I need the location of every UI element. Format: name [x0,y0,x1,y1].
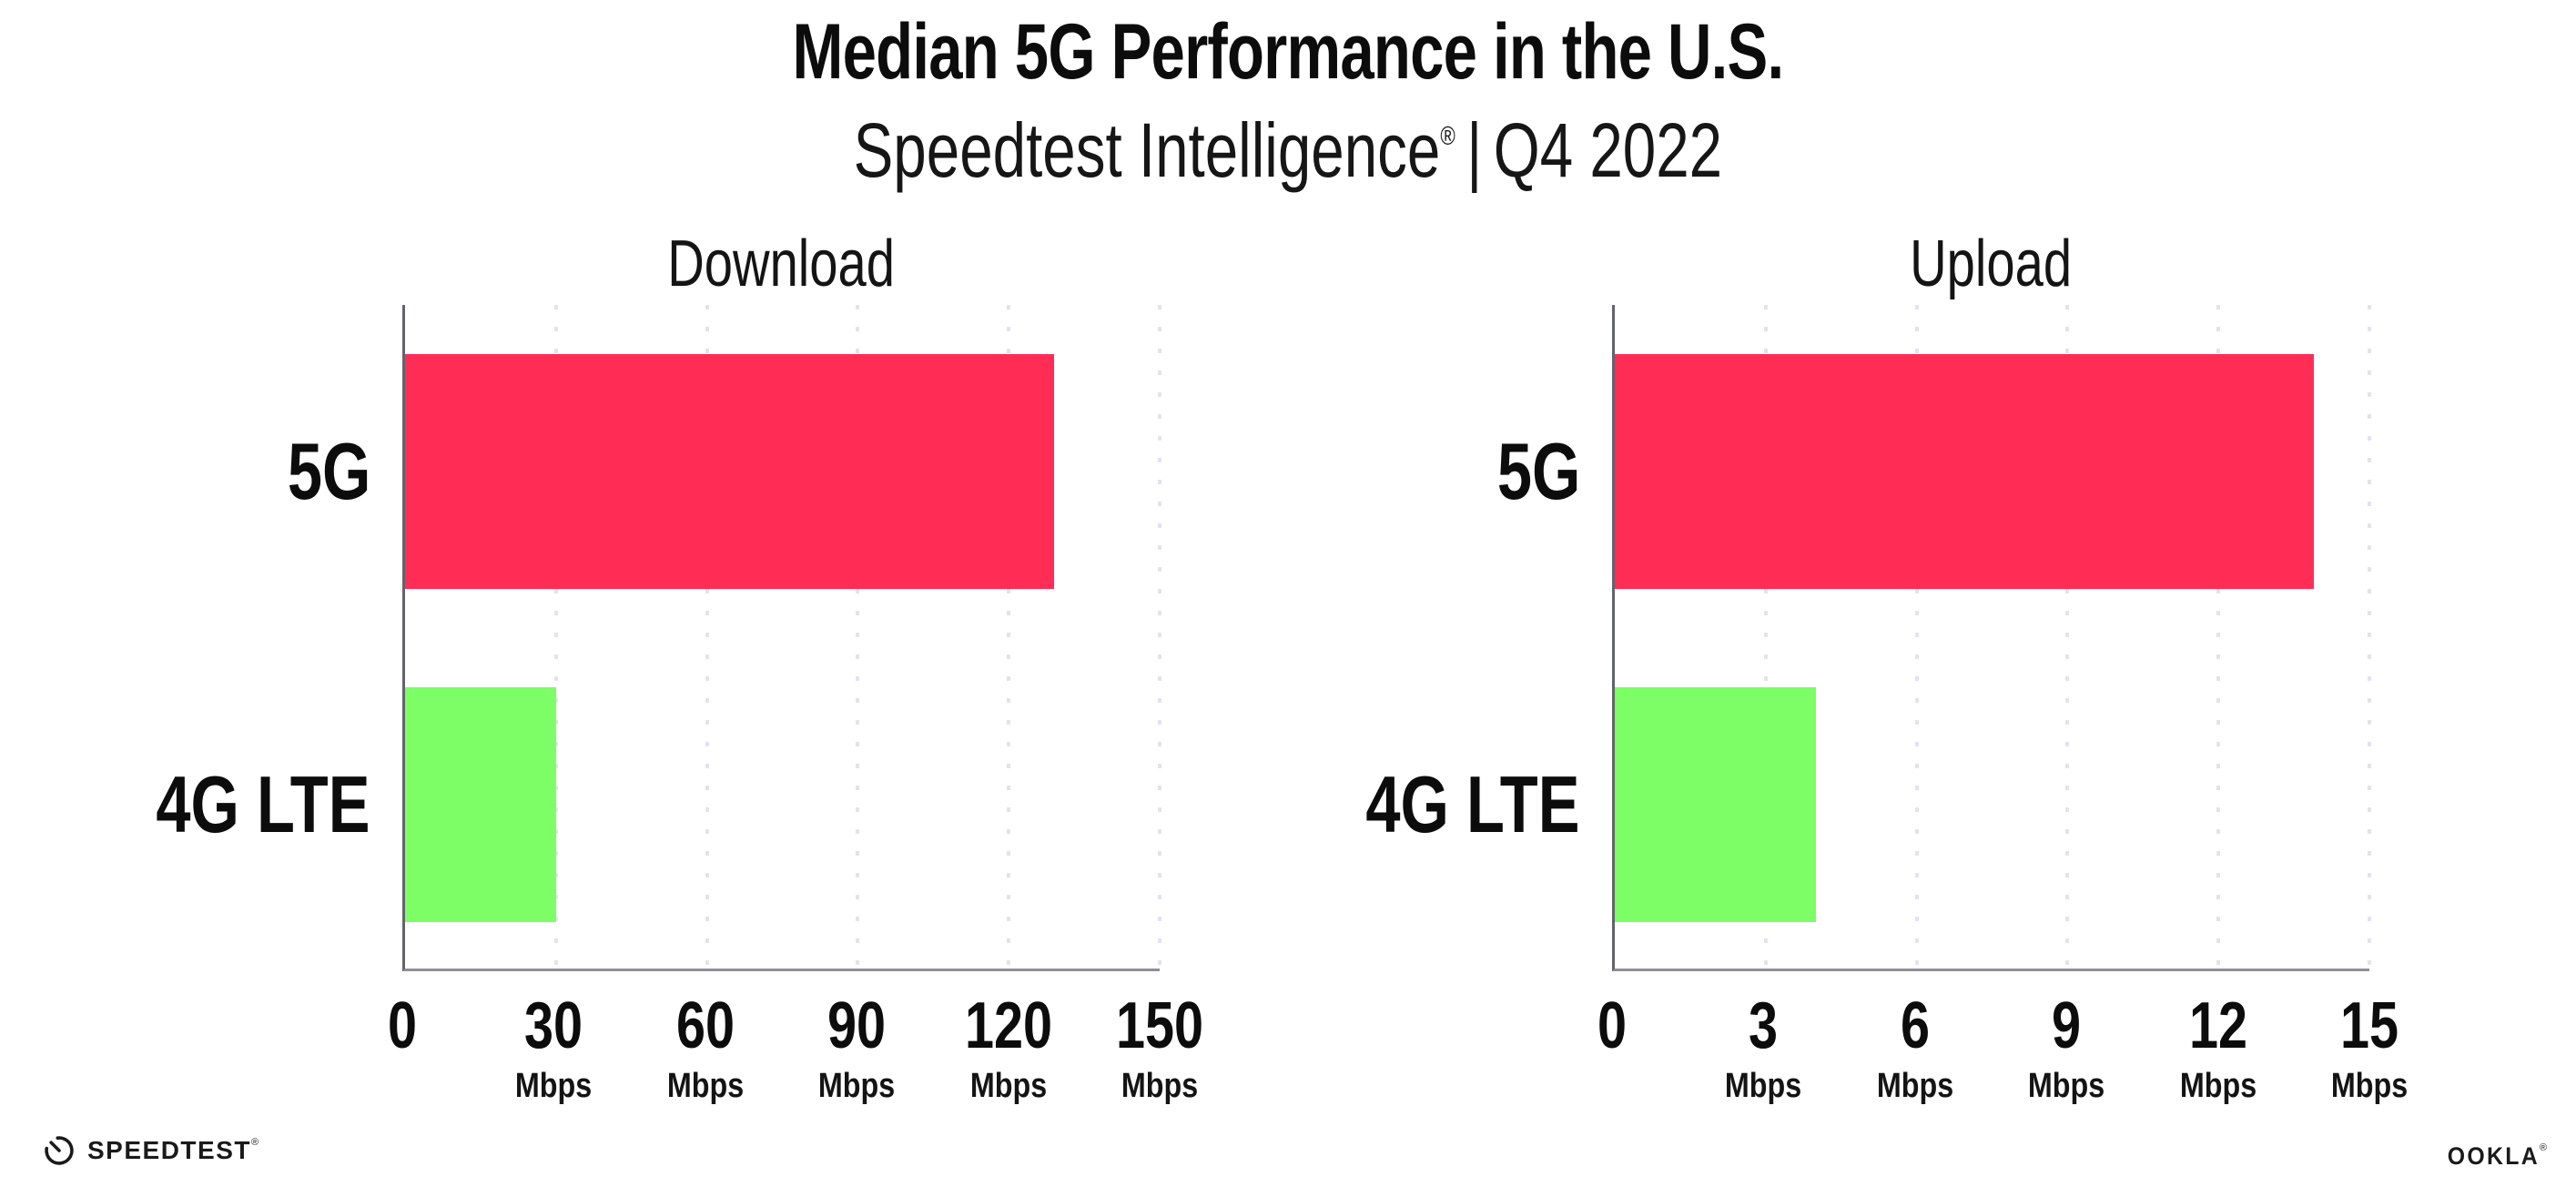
subtitle-text: Speedtest Intelligence® | Q4 2022 [854,100,1723,192]
header: Median 5G Performance in the U.S. Speedt… [0,0,2576,192]
x-tick-label: 6 [1900,989,1930,1062]
category-label-text: 4G LTE [156,759,370,849]
x-tick-6: 6 Mbps [1833,989,1997,1107]
subtitle-period: Q4 2022 [1493,107,1723,193]
registered-mark: ® [1440,122,1455,151]
category-label-5g: 5G [20,417,370,526]
x-tick-unit: Mbps [2330,1067,2409,1105]
x-tick-label: 60 [675,989,735,1062]
x-tick-30: 30 Mbps [472,989,635,1107]
x-tick-unit: Mbps [1876,1067,1953,1105]
download-chart-title: Download [667,228,895,300]
x-tick-label: 3 [1749,989,1779,1062]
category-label-5g: 5G [1230,417,1580,526]
x-tick-label: 30 [524,989,583,1062]
x-tick-120: 120 Mbps [927,989,1090,1107]
x-tick-unit: Mbps [515,1067,593,1105]
ookla-wordmark: OOKLA [2447,1141,2540,1170]
upload-chart-title: Upload [1910,228,2072,300]
subtitle-separator: | [1466,107,1483,193]
page-title-text: Median 5G Performance in the U.S. [792,8,1785,96]
x-tick-label: 0 [1597,989,1628,1062]
subtitle: Speedtest Intelligence® | Q4 2022 [0,100,2576,192]
page-title: Median 5G Performance in the U.S. [0,11,2576,93]
x-tick-label: 150 [1115,989,1204,1062]
gridline-3 [1763,305,1768,969]
x-tick-label: 0 [387,989,418,1062]
gridline-15 [2368,305,2371,969]
bar-5g-download [405,354,1054,589]
x-tick-unit: Mbps [1121,1067,1199,1105]
gridline-120 [1007,305,1011,969]
category-label-text: 5G [287,426,370,516]
x-tick-unit: Mbps [818,1067,896,1105]
speedtest-registered-mark: ® [250,1137,259,1148]
x-tick-label: 90 [827,989,887,1062]
bar-4g-lte-download [405,687,556,922]
x-tick-unit: Mbps [666,1067,744,1105]
x-tick-90: 90 Mbps [775,989,938,1107]
gridline-6 [1914,305,1919,969]
bar-4g-lte-upload [1615,687,1817,922]
x-tick-150: 150 Mbps [1078,989,1242,1107]
category-label-text: 5G [1496,426,1580,516]
x-tick-label: 9 [2052,989,2082,1062]
gridline-12 [2216,305,2221,969]
x-tick-label: 120 [964,989,1052,1062]
speedtest-logo: SPEEDTEST ® [42,1132,259,1169]
ookla-logo: OOKLA ® [2439,1138,2547,1174]
speedtest-intelligence-label: Speedtest Intelligence [853,107,1441,193]
x-tick-label: 12 [2188,989,2247,1062]
x-tick-12: 12 Mbps [2136,989,2300,1107]
x-tick-0: 0 [320,989,484,1063]
x-tick-15: 15 Mbps [2287,989,2451,1107]
category-label-text: 4G LTE [1365,759,1580,849]
x-tick-60: 60 Mbps [624,989,787,1107]
ookla-registered-mark: ® [2539,1142,2547,1153]
gridline-60 [705,305,709,969]
x-tick-unit: Mbps [1725,1067,1802,1105]
download-plot-area [402,305,1161,971]
x-tick-0: 0 [1530,989,1694,1063]
category-label-4g-lte: 4G LTE [20,750,370,859]
x-tick-label: 15 [2339,989,2399,1062]
x-tick-unit: Mbps [2179,1067,2257,1105]
gridline-9 [2065,305,2070,969]
x-tick-3: 3 Mbps [1681,989,1845,1107]
gridline-150 [1158,305,1161,969]
upload-plot-area [1612,305,2371,971]
x-tick-9: 9 Mbps [1984,989,2148,1107]
speedtest-gauge-icon [45,1136,74,1165]
category-label-4g-lte: 4G LTE [1230,750,1580,859]
gridline-30 [553,305,558,969]
x-tick-unit: Mbps [2028,1067,2105,1105]
x-tick-unit: Mbps [969,1067,1047,1105]
gridline-90 [856,305,860,969]
speedtest-wordmark: SPEEDTEST [87,1136,251,1164]
bar-5g-upload [1615,354,2315,589]
